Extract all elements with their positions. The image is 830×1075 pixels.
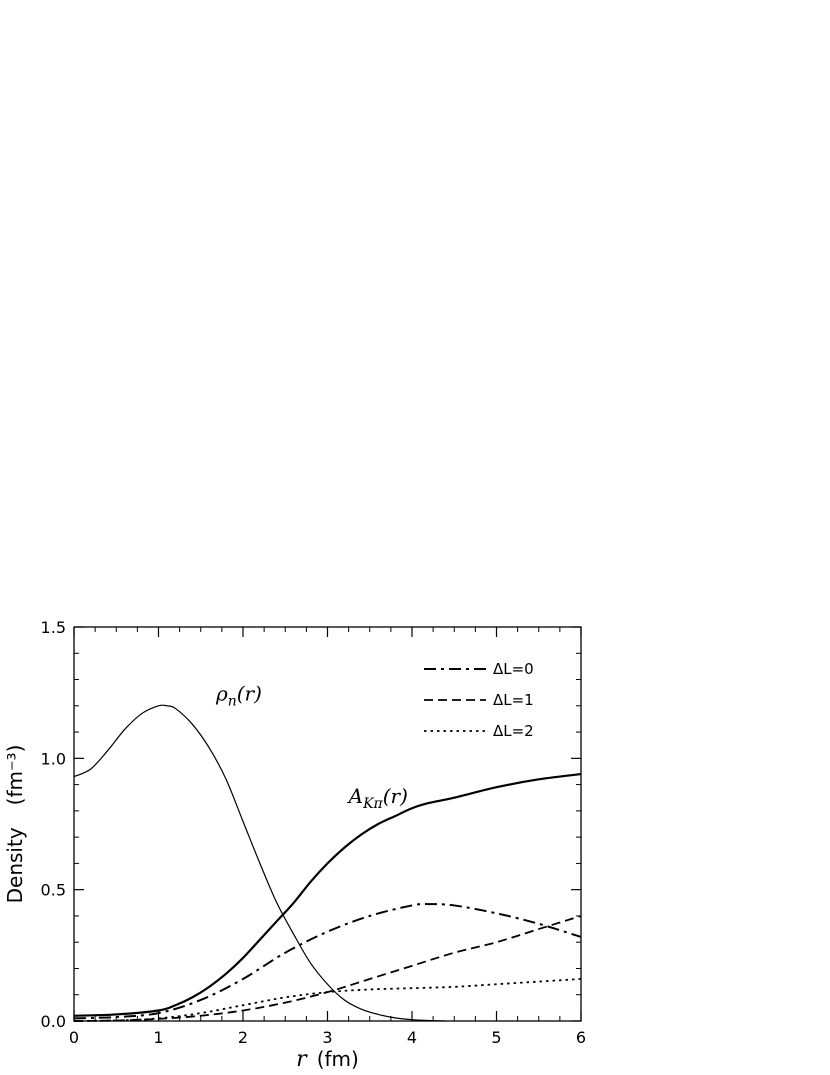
series-delta-l-0 xyxy=(73,903,582,1020)
legend-label: ΔL=2 xyxy=(493,722,534,740)
x-axis-title: r (fm) xyxy=(296,1047,359,1072)
annotation-a-kpi: AKπ(r) xyxy=(347,784,408,812)
axis-tick-labels: 0 1 2 3 4 5 6 0.0 0.5 1.0 1.5 xyxy=(41,618,587,1047)
y-tick-label: 1.0 xyxy=(41,749,66,768)
x-tick-label: 1 xyxy=(153,1028,163,1047)
x-tick-label: 3 xyxy=(322,1028,332,1047)
series-rho-n xyxy=(73,704,446,1022)
axis-ticks xyxy=(73,626,582,1022)
legend-label: ΔL=0 xyxy=(493,660,534,678)
x-tick-label: 4 xyxy=(407,1028,417,1047)
y-axis-unit: (fm⁻³) xyxy=(3,745,27,806)
x-tick-label: 0 xyxy=(69,1028,79,1047)
y-tick-label: 0.0 xyxy=(41,1012,66,1031)
series-a-kpi xyxy=(73,772,582,1017)
x-tick-label: 6 xyxy=(576,1028,586,1047)
series-delta-l-2 xyxy=(73,978,582,1022)
annotation-rho-n: ρn(r) xyxy=(215,682,262,710)
legend: ΔL=0 ΔL=1 ΔL=2 xyxy=(424,660,534,740)
x-tick-label: 5 xyxy=(491,1028,501,1047)
series-layer xyxy=(73,704,582,1022)
y-axis-title: Density (fm⁻³) xyxy=(3,745,27,904)
x-tick-label: 2 xyxy=(238,1028,248,1047)
y-tick-label: 0.5 xyxy=(41,881,66,900)
x-axis-unit: (fm) xyxy=(317,1047,359,1071)
y-tick-label: 1.5 xyxy=(41,618,66,637)
legend-label: ΔL=1 xyxy=(493,691,534,709)
x-axis-variable: r xyxy=(296,1047,308,1072)
y-axis-word: Density xyxy=(3,827,27,903)
